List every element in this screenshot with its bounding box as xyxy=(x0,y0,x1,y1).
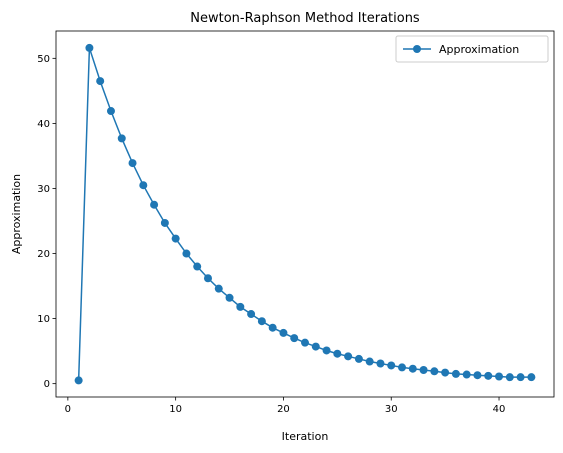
chart-title: Newton-Raphson Method Iterations xyxy=(190,11,420,26)
series-layer xyxy=(74,43,536,385)
data-point xyxy=(279,328,288,337)
data-point xyxy=(376,359,385,368)
data-point xyxy=(527,373,536,382)
x-tick-label: 40 xyxy=(493,404,506,415)
data-point xyxy=(257,317,266,326)
data-point xyxy=(247,310,256,319)
legend-marker-icon xyxy=(413,45,421,53)
data-point xyxy=(85,43,94,52)
data-point xyxy=(203,274,212,283)
data-point xyxy=(354,354,363,363)
y-axis-ticks: 0 10 20 30 40 50 xyxy=(37,54,56,390)
data-point xyxy=(419,365,428,374)
data-point xyxy=(301,338,309,347)
axes-frame xyxy=(55,30,555,398)
data-point xyxy=(505,373,514,382)
legend: Approximation xyxy=(395,35,549,63)
data-point xyxy=(106,107,115,116)
data-point xyxy=(473,371,482,380)
data-point xyxy=(128,159,137,168)
data-point xyxy=(74,376,83,385)
data-point xyxy=(225,293,234,302)
data-point xyxy=(96,77,105,86)
data-point xyxy=(516,373,525,382)
data-point xyxy=(150,200,159,209)
data-point xyxy=(408,364,417,373)
y-tick-label: 40 xyxy=(37,119,50,130)
data-point xyxy=(322,346,331,355)
data-point xyxy=(344,352,353,361)
data-point xyxy=(462,370,471,379)
data-point xyxy=(268,323,277,332)
y-tick-label: 30 xyxy=(37,184,50,195)
data-point xyxy=(398,363,407,372)
data-point xyxy=(387,361,396,370)
x-tick-label: 20 xyxy=(277,404,290,415)
data-point xyxy=(484,371,493,380)
legend-label: Approximation xyxy=(439,43,519,56)
data-point xyxy=(365,357,374,366)
x-tick-label: 30 xyxy=(385,404,398,415)
data-point xyxy=(182,249,191,258)
data-point xyxy=(430,367,439,376)
data-point xyxy=(117,134,126,143)
y-tick-label: 50 xyxy=(37,54,50,65)
data-point xyxy=(139,181,148,190)
x-axis-label: Iteration xyxy=(282,430,329,443)
plot-area xyxy=(55,30,555,398)
data-point xyxy=(193,262,202,271)
data-point xyxy=(451,369,460,378)
x-tick-label: 0 xyxy=(65,404,71,415)
data-point xyxy=(171,234,180,243)
x-tick-label: 10 xyxy=(169,404,182,415)
y-axis-label: Approximation xyxy=(10,174,23,254)
data-point xyxy=(236,302,245,311)
y-tick-label: 10 xyxy=(37,314,50,325)
data-point xyxy=(333,349,342,358)
legend-box xyxy=(395,35,549,63)
y-tick-label: 20 xyxy=(37,249,50,260)
data-point xyxy=(214,284,223,293)
data-point xyxy=(311,342,320,351)
x-axis-ticks: 0 10 20 30 40 xyxy=(65,397,506,415)
data-point xyxy=(495,372,504,381)
data-point xyxy=(441,368,450,377)
data-point xyxy=(160,218,169,227)
y-tick-label: 0 xyxy=(44,379,50,390)
data-point xyxy=(290,334,299,343)
